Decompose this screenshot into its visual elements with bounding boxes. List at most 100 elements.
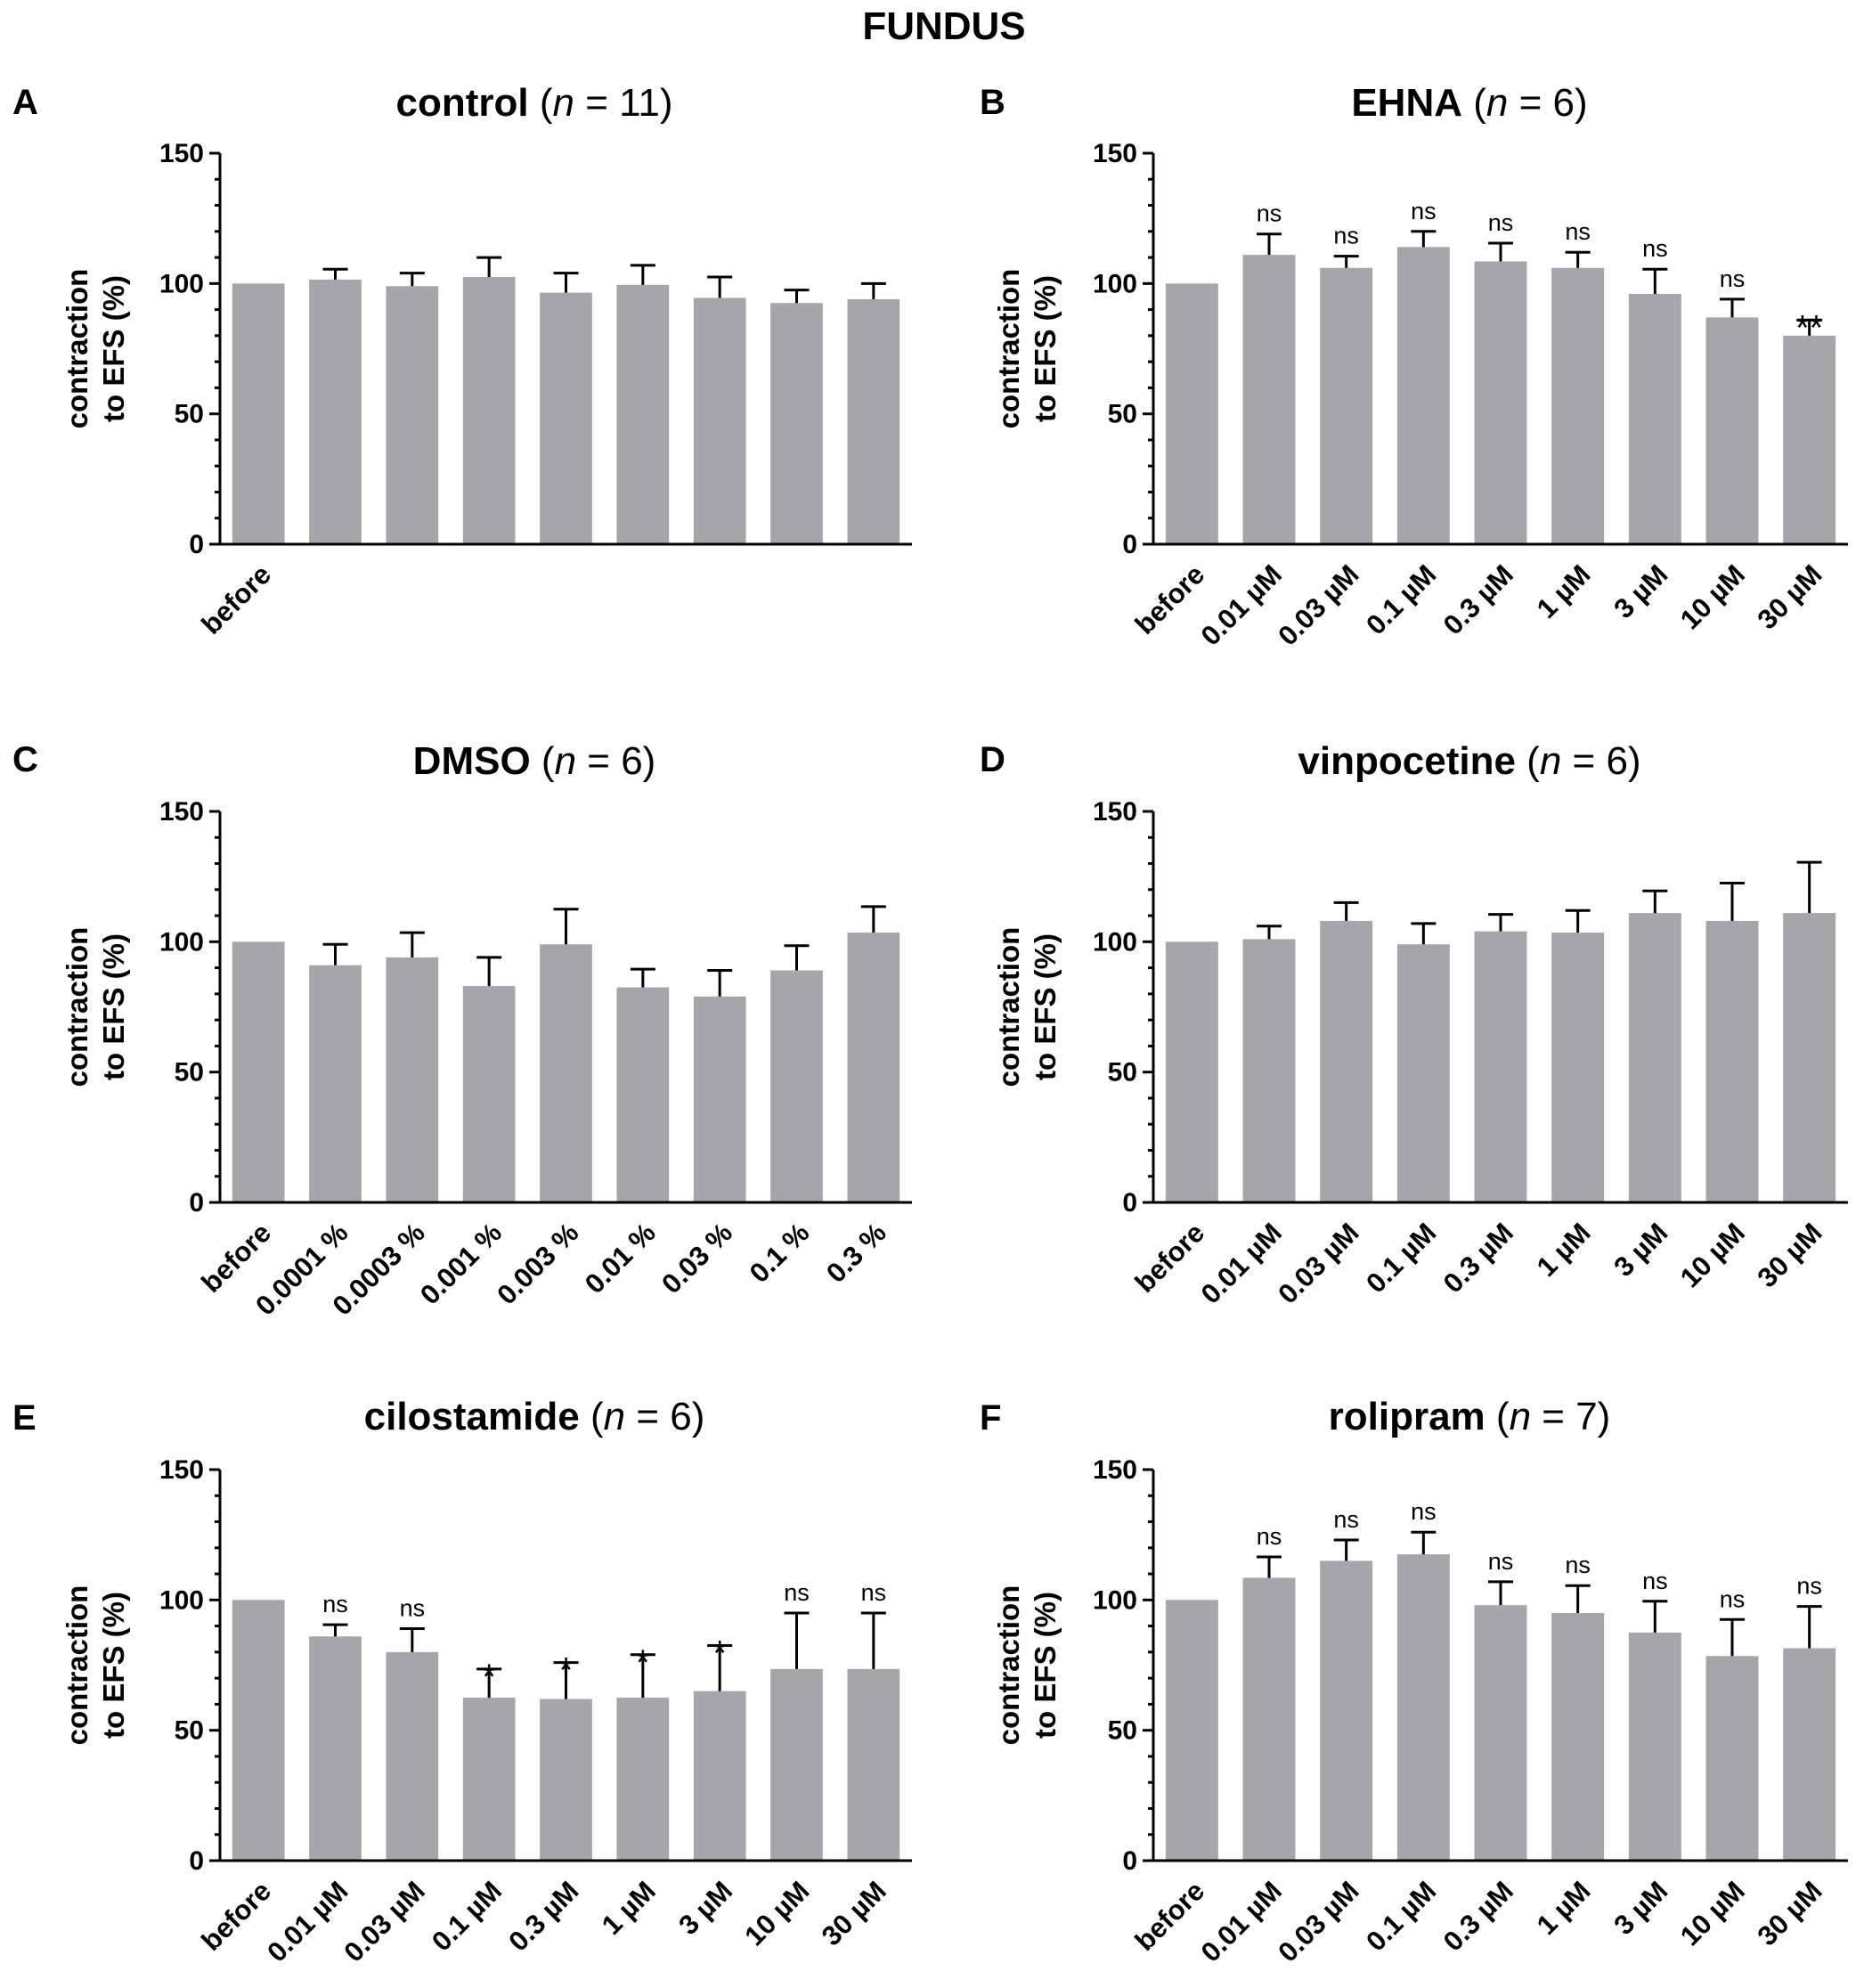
x-tick-label: 10 µM [1674, 1217, 1751, 1293]
bar [693, 996, 746, 1202]
bar [1396, 1554, 1450, 1861]
x-tick-label: 0.03 µM [1272, 1217, 1364, 1309]
title-n-label: n [555, 739, 576, 783]
bar [232, 941, 285, 1202]
bar [462, 1698, 516, 1861]
y-tick-label: 0 [1122, 1846, 1137, 1876]
panel-letter: A [12, 83, 38, 122]
bar [616, 987, 670, 1202]
x-tick-label: 0.01 % [579, 1217, 662, 1300]
significance-label: ns [1333, 1506, 1359, 1533]
title-paren-open: ( [1516, 739, 1540, 783]
y-tick-label: 50 [1108, 1058, 1137, 1088]
title-paren-open: ( [1486, 1395, 1510, 1438]
bar [1705, 1656, 1759, 1861]
title-name: DMSO [413, 739, 531, 783]
title-name: cilostamide [364, 1395, 580, 1438]
x-tick-label: 3 µM [1608, 1875, 1673, 1941]
y-axis-label-line1: contraction [61, 269, 94, 429]
significance-label: ns [400, 1595, 426, 1622]
y-axis-label-line2: to EFS (%) [97, 275, 130, 422]
y-tick-label: 150 [159, 797, 204, 827]
y-tick-label: 100 [159, 1585, 204, 1615]
x-tick-label: 10 µM [1674, 1875, 1751, 1951]
title-n-label: n [1486, 81, 1508, 125]
y-axis-label-line2: to EFS (%) [1029, 1592, 1062, 1739]
y-axis-label-line2: to EFS (%) [97, 933, 130, 1080]
significance-label: ns [1642, 235, 1668, 262]
bar [1783, 913, 1836, 1202]
bar [540, 944, 592, 1202]
x-tick-label: 0.01 µM [261, 1875, 354, 1968]
figure-title: FUNDUS [862, 4, 1025, 48]
significance-label: * [636, 1643, 650, 1682]
significance-label: ns [1796, 1573, 1822, 1600]
y-tick-label: 0 [189, 530, 204, 559]
significance-label: ns [1720, 1585, 1746, 1612]
bar [847, 1668, 900, 1861]
bar [1165, 941, 1218, 1202]
bar [1320, 1560, 1373, 1861]
x-tick-label: 0.03 µM [338, 1875, 430, 1968]
bar [462, 277, 516, 544]
x-tick-label: 1 µM [1531, 558, 1597, 624]
x-tick-label: 0.1 % [744, 1217, 816, 1289]
y-tick-label: 50 [1108, 1716, 1137, 1746]
title-paren-open: ( [580, 1395, 604, 1438]
significance-label: ns [1411, 198, 1437, 224]
x-tick-label: 0.001 % [414, 1217, 508, 1310]
x-tick-label: 0.3 µM [1437, 1217, 1519, 1299]
x-tick-label: 0.3 µM [1437, 1875, 1519, 1957]
title-name: EHNA [1351, 81, 1462, 125]
bar [1474, 931, 1527, 1202]
x-tick-label: 0.003 % [491, 1217, 584, 1310]
bar [232, 283, 285, 544]
x-tick-label: 0.01 µM [1195, 1217, 1288, 1309]
y-axis-label-line1: contraction [992, 1585, 1025, 1746]
y-tick-label: 150 [1093, 797, 1137, 827]
significance-label: ns [784, 1579, 810, 1606]
panel-letter: B [980, 83, 1005, 122]
y-tick-label: 50 [175, 1716, 204, 1746]
bar [1783, 335, 1836, 544]
x-tick-label: 3 µM [672, 1875, 738, 1941]
y-tick-label: 100 [1093, 269, 1137, 298]
bar [309, 1636, 362, 1861]
x-tick-label: 0.1 µM [426, 1875, 508, 1957]
bar [770, 1668, 823, 1861]
bar [1165, 283, 1218, 544]
x-tick-label: 10 µM [738, 1875, 815, 1951]
bar [693, 1691, 746, 1861]
bar [1242, 939, 1296, 1202]
y-tick-label: 0 [1122, 530, 1137, 559]
x-tick-label: 0.01 µM [1195, 558, 1288, 651]
x-tick-label: before [195, 558, 277, 640]
bar [1474, 1605, 1527, 1861]
significance-label: ns [1257, 1523, 1282, 1550]
title-n-label: n [1510, 1395, 1531, 1438]
x-tick-label: 0.1 µM [1360, 1875, 1442, 1957]
bar [1551, 267, 1605, 544]
bar [693, 297, 746, 544]
y-axis-label-line1: contraction [992, 927, 1025, 1088]
panel-letter: E [12, 1398, 37, 1438]
y-tick-label: 150 [1093, 139, 1137, 168]
bar [1165, 1600, 1218, 1861]
bar [1396, 944, 1450, 1202]
panel-letter: F [980, 1398, 1001, 1438]
x-tick-label: 30 µM [1752, 1217, 1828, 1293]
panel-title: EHNA (n = 6) [1351, 81, 1587, 125]
panel-title: rolipram (n = 7) [1329, 1395, 1611, 1438]
bar [1551, 933, 1605, 1202]
x-tick-label: 0.01 µM [1195, 1875, 1288, 1968]
y-tick-label: 150 [159, 139, 204, 168]
y-axis-label-line2: to EFS (%) [97, 1592, 130, 1739]
title-name: vinpocetine [1298, 739, 1516, 783]
x-tick-label: 0.3 % [820, 1217, 892, 1289]
title-n-value: = 6) [576, 739, 655, 783]
x-tick-label: 30 µM [1752, 558, 1828, 635]
y-tick-label: 100 [159, 927, 204, 957]
x-tick-label: 30 µM [1752, 1875, 1828, 1951]
y-tick-label: 100 [159, 269, 204, 298]
significance-label: ns [1257, 200, 1282, 227]
